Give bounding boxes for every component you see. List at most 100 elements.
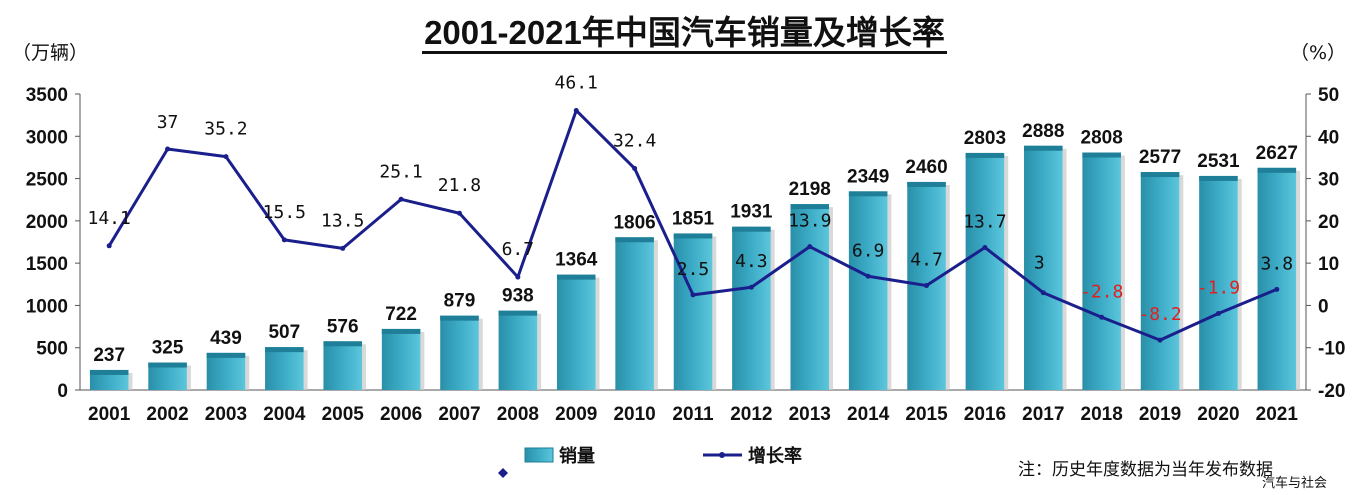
growth-rate-point: [865, 273, 871, 279]
x-axis-tick-label: 2004: [263, 404, 306, 425]
x-axis-tick-label: 2011: [672, 404, 714, 425]
growth-rate-point: [924, 283, 930, 289]
bar-top: [1140, 172, 1180, 178]
growth-rate-point: [748, 284, 754, 290]
bar-top: [790, 204, 830, 210]
left-axis-tick-label: 2000: [26, 212, 68, 233]
growth-rate-point: [456, 210, 462, 216]
right-axis-tick-label: 0: [1318, 296, 1329, 317]
left-axis-tick-label: 1000: [26, 296, 68, 317]
growth-rate-point: [573, 107, 579, 113]
bar-top: [556, 274, 596, 280]
x-axis-tick-label: 2021: [1256, 404, 1299, 425]
left-axis-tick-label: 3000: [26, 127, 68, 148]
bar: [206, 352, 246, 390]
left-axis-tick-label: 3500: [26, 85, 68, 106]
growth-rate-label: 37: [157, 112, 179, 133]
bar: [1024, 145, 1063, 390]
bar-top: [848, 191, 888, 197]
right-axis-tick-label: 40: [1318, 127, 1339, 148]
bar: [323, 341, 362, 390]
bar-top: [1257, 167, 1297, 173]
chart-title: 2001-2021年中国汽车销量及增长率: [0, 6, 1369, 54]
bar-value-label: 2460: [905, 157, 947, 178]
x-axis-tick-label: 2017: [1022, 404, 1064, 425]
bar-top: [907, 181, 946, 187]
bar-value-label: 1806: [613, 212, 655, 233]
bar-value-label: 2349: [847, 166, 889, 187]
left-axis-tick-label: 0: [57, 381, 68, 402]
growth-rate-point: [281, 237, 287, 243]
right-axis-unit: （%）: [1290, 42, 1347, 64]
right-axis-tick-label: 10: [1318, 254, 1339, 275]
left-axis-unit: （万辆）: [12, 42, 89, 64]
bar: [1082, 152, 1121, 390]
x-axis-tick-label: 2020: [1197, 404, 1239, 425]
legend-line-label: 增长率: [748, 445, 802, 467]
bar-top: [89, 369, 129, 375]
bar-top: [265, 347, 304, 353]
bar-top: [732, 226, 771, 232]
growth-rate-point: [515, 274, 521, 280]
footnote: 注：历史年度数据为当年发布数据: [1018, 460, 1273, 480]
x-axis-tick-label: 2009: [555, 404, 597, 425]
x-axis-tick-label: 2001: [88, 404, 131, 425]
bar: [381, 328, 421, 390]
growth-rate-point: [1040, 290, 1046, 296]
legend-bar-swatch: [524, 447, 554, 463]
bar-value-label: 507: [268, 322, 300, 343]
bar-value-label: 439: [210, 328, 242, 349]
bar-value-label: 325: [152, 338, 184, 359]
bar-top: [440, 315, 479, 321]
growth-rate-point: [165, 146, 171, 152]
left-axis-tick-label: 2500: [26, 170, 68, 191]
x-axis-tick-label: 2006: [380, 404, 422, 425]
growth-rate-label: 3: [1034, 253, 1045, 274]
growth-rate-point: [398, 196, 404, 202]
x-axis-tick-label: 2010: [613, 404, 655, 425]
growth-rate-point: [1157, 337, 1163, 343]
bar-top: [206, 352, 246, 358]
bar: [790, 204, 830, 390]
bar: [265, 347, 304, 390]
bar: [615, 237, 654, 390]
growth-rate-label: 32.4: [613, 130, 656, 151]
growth-rate-point: [340, 245, 346, 251]
bar-value-label: 938: [502, 286, 534, 307]
left-axis-tick-label: 1500: [26, 254, 68, 275]
bar-top: [1082, 152, 1121, 158]
bar: [848, 191, 888, 390]
growth-rate-point: [1099, 314, 1105, 320]
right-axis-tick-label: 30: [1318, 170, 1339, 191]
growth-rate-point: [632, 165, 638, 171]
growth-rate-label: 21.8: [438, 175, 481, 196]
bar-top: [381, 328, 421, 334]
left-axis-tick-label: 500: [36, 339, 68, 360]
growth-rate-label: 25.1: [379, 161, 422, 182]
x-axis-tick-label: 2015: [905, 404, 948, 425]
growth-rate-label: 13.7: [963, 211, 1006, 232]
growth-rate-label: -1.9: [1197, 277, 1240, 298]
bar-value-label: 2808: [1081, 128, 1123, 149]
brand-watermark: 汽车与社会: [1262, 476, 1328, 491]
growth-rate-label: 13.9: [788, 211, 831, 232]
bar-value-label: 722: [385, 304, 417, 325]
legend-bar-label: 销量: [559, 445, 595, 467]
growth-rate-label: 15.5: [263, 202, 306, 223]
growth-rate-label: 6.9: [852, 240, 885, 261]
bar-value-label: 2198: [789, 179, 831, 200]
growth-rate-label: -8.2: [1138, 304, 1181, 325]
bar: [498, 310, 538, 390]
growth-rate-label: 4.3: [735, 251, 768, 272]
legend-diamond-marker: [498, 468, 508, 478]
bar: [1199, 175, 1238, 390]
bar-value-label: 2803: [964, 128, 1006, 149]
growth-rate-label: 2.5: [677, 259, 710, 280]
x-axis-tick-label: 2002: [146, 404, 188, 425]
bar: [965, 152, 1005, 390]
growth-rate-label: 6.7: [502, 239, 535, 260]
bar-top: [1024, 145, 1063, 151]
growth-rate-label: 4.7: [910, 250, 943, 271]
growth-rate-point: [807, 244, 813, 250]
x-axis-tick-label: 2007: [438, 404, 480, 425]
